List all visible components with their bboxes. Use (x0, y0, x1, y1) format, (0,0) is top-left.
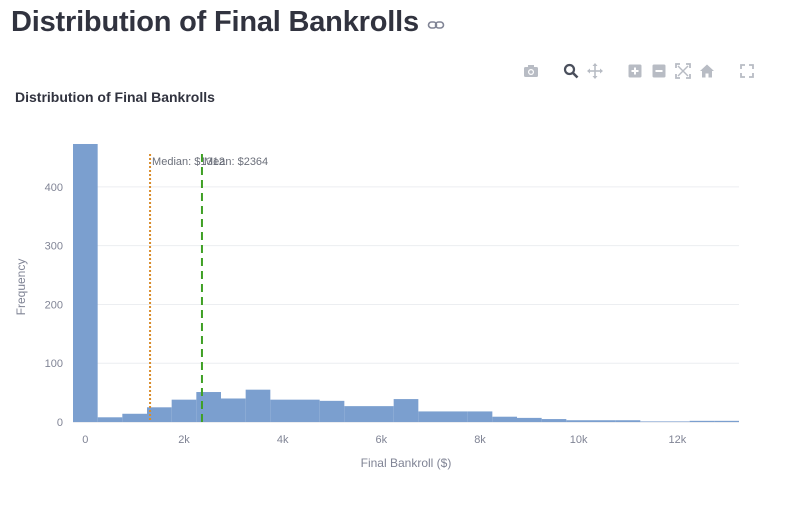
histogram-bar[interactable] (393, 399, 419, 422)
histogram-bar[interactable] (467, 411, 493, 422)
y-tick-label: 300 (45, 241, 63, 253)
autoscale-icon[interactable] (674, 62, 692, 80)
histogram-bar[interactable] (591, 420, 616, 422)
zoom-in-icon[interactable] (626, 62, 644, 80)
histogram-bar[interactable] (196, 392, 221, 422)
histogram-bar[interactable] (640, 421, 665, 422)
reset-axes-icon[interactable] (698, 62, 716, 80)
y-tick-label: 0 (57, 417, 63, 429)
histogram-bar[interactable] (541, 419, 567, 422)
x-tick-label: 12k (668, 434, 686, 446)
histogram-bar[interactable] (122, 413, 147, 422)
histogram-bar[interactable] (245, 389, 271, 422)
gridlines (73, 186, 739, 423)
histogram-bar[interactable] (665, 421, 690, 422)
histogram-bar[interactable] (492, 416, 517, 422)
zoom-icon[interactable] (562, 62, 580, 80)
x-tick-label: 0 (82, 434, 88, 446)
histogram-bar[interactable] (615, 420, 641, 422)
histogram-bar[interactable] (73, 143, 98, 423)
page-title: Distribution of Final Bankrolls (11, 5, 419, 38)
histogram-bar[interactable] (319, 400, 345, 422)
x-tick-label: 8k (474, 434, 486, 446)
y-tick-label: 400 (45, 182, 63, 194)
y-tick-label: 100 (45, 358, 63, 370)
zoom-out-icon[interactable] (650, 62, 668, 80)
link-icon[interactable] (427, 16, 445, 34)
histogram-bar[interactable] (344, 406, 369, 422)
pan-icon[interactable] (586, 62, 604, 80)
chart-modebar (522, 61, 756, 81)
histogram-chart: Distribution of Final Bankrolls Median: … (0, 84, 801, 503)
chart-canvas: Distribution of Final Bankrolls Median: … (14, 89, 739, 470)
fullscreen-icon[interactable] (738, 62, 756, 80)
histogram-bar[interactable] (566, 420, 591, 422)
histogram-bar[interactable] (443, 411, 468, 422)
x-tick-label: 4k (277, 434, 289, 446)
histogram-bar[interactable] (689, 420, 715, 422)
x-axis-label: Final Bankroll ($) (361, 456, 452, 470)
histogram-bar[interactable] (221, 398, 246, 422)
x-tick-label: 10k (570, 434, 588, 446)
page-heading: Distribution of Final Bankrolls (11, 2, 445, 42)
histogram-bar[interactable] (270, 399, 295, 422)
y-tick-label: 200 (45, 299, 63, 311)
axis-ticks: 0 100 200 300 400 0 2k 4k 6k 8k 10k 12k (45, 182, 687, 446)
histogram-bar[interactable] (714, 420, 739, 422)
x-tick-label: 2k (178, 434, 190, 446)
camera-icon[interactable] (522, 62, 540, 80)
histogram-bar[interactable] (295, 399, 320, 422)
histogram-bar[interactable] (171, 399, 197, 422)
chart-title: Distribution of Final Bankrolls (15, 89, 215, 105)
histogram-bar[interactable] (97, 417, 123, 422)
histogram-bars (73, 143, 739, 423)
histogram-bar[interactable] (418, 411, 443, 422)
histogram-bar[interactable] (369, 406, 394, 422)
histogram-bar[interactable] (517, 417, 542, 422)
mean-annotation: Mean: $2364 (204, 156, 268, 168)
histogram-bar[interactable] (147, 407, 172, 422)
x-tick-label: 6k (376, 434, 388, 446)
y-axis-label: Frequency (14, 259, 28, 316)
median-annotation: Median: $1312 (152, 156, 225, 168)
